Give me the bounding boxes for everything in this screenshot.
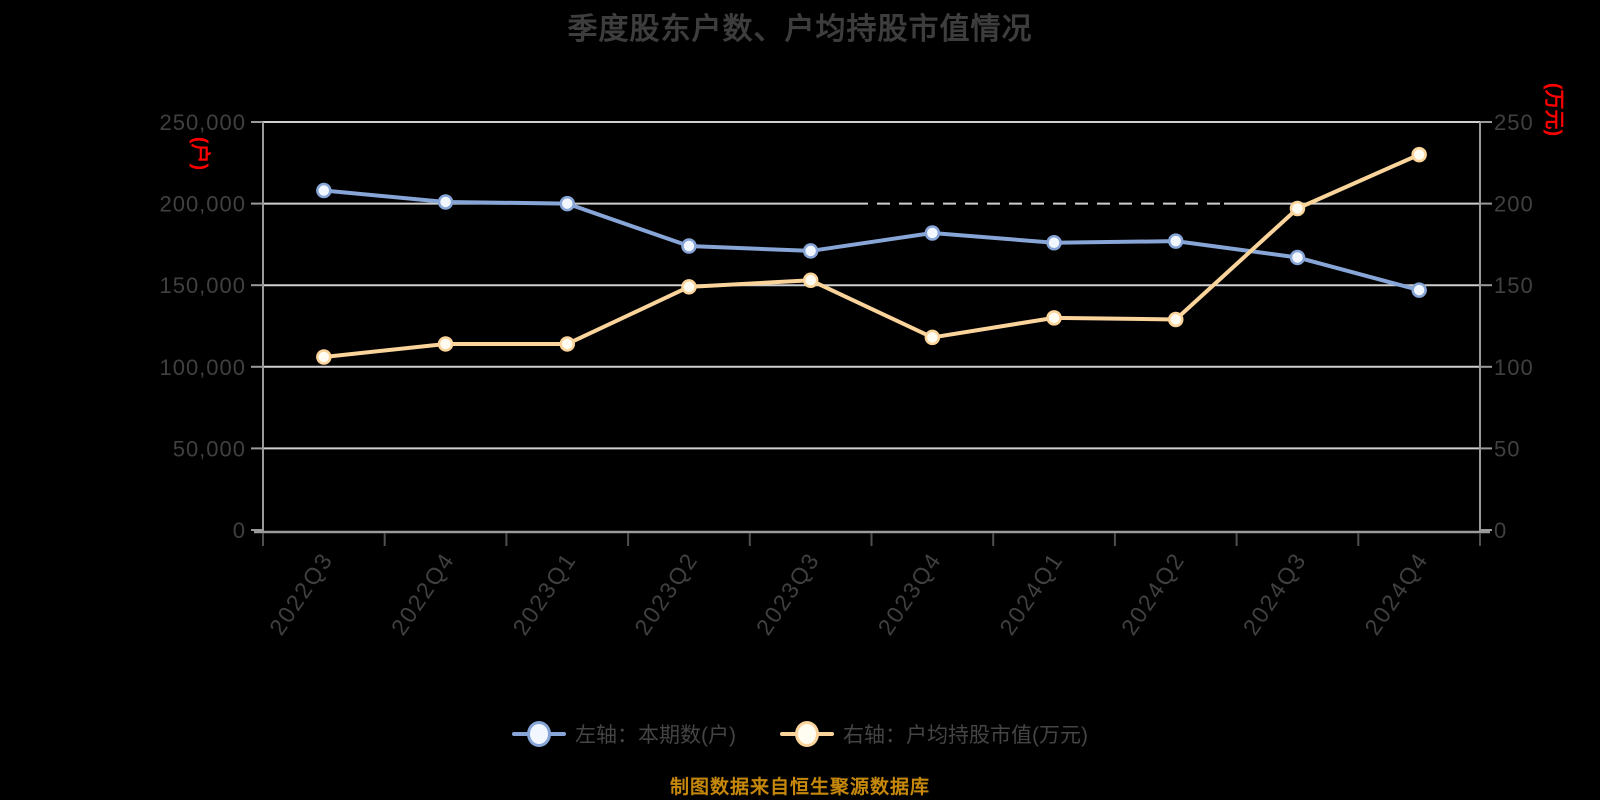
left-axis-tick-label: 50,000: [173, 436, 246, 461]
right-axis-tick-label: 150: [1494, 273, 1534, 298]
x-axis-tick-label: 2023Q3: [751, 547, 825, 639]
data-point-marker[interactable]: [437, 336, 454, 352]
line-circle-marker-icon: [780, 721, 834, 747]
data-point-marker[interactable]: [316, 182, 332, 199]
right-axis-tick-label: 50: [1494, 436, 1520, 461]
data-point-marker[interactable]: [437, 194, 454, 210]
data-point-marker[interactable]: [1289, 249, 1306, 266]
data-point-marker[interactable]: [1168, 311, 1184, 328]
data-point-marker[interactable]: [316, 349, 332, 365]
right-axis-tick-label: 100: [1494, 355, 1534, 380]
data-point-marker[interactable]: [802, 243, 819, 259]
data-point-marker[interactable]: [1168, 233, 1184, 249]
data-point-marker[interactable]: [559, 195, 575, 212]
legend-label: 左轴：本期数(户): [575, 724, 736, 747]
data-point-marker[interactable]: [1411, 146, 1427, 163]
x-axis-tick-label: 2023Q4: [872, 547, 946, 639]
left-axis-tick-label: 150,000: [159, 273, 246, 298]
x-axis-tick-label: 2022Q4: [386, 547, 460, 639]
chart-title: 季度股东户数、户均持股市值情况: [567, 13, 1033, 46]
data-point-marker[interactable]: [1289, 200, 1306, 217]
legend-item-shareholder-count[interactable]: 左轴：本期数(户): [512, 719, 736, 749]
data-point-marker[interactable]: [559, 336, 575, 352]
data-point-marker[interactable]: [802, 272, 819, 289]
x-axis-tick-label: 2024Q2: [1116, 547, 1190, 639]
left-axis-tick-label: 0: [233, 518, 246, 543]
x-axis-tick-label: 2023Q2: [629, 547, 703, 639]
data-point-marker[interactable]: [681, 279, 697, 295]
right-axis-tick-label: 0: [1494, 518, 1507, 543]
series-line-shareholder-count: [321, 188, 1422, 293]
data-point-marker[interactable]: [1411, 282, 1427, 298]
x-axis-tick-label: 2024Q4: [1359, 547, 1433, 639]
left-axis-tick-label: 250,000: [159, 110, 246, 135]
x-axis-tick-label: 2022Q3: [264, 547, 338, 639]
data-point-marker[interactable]: [1046, 310, 1062, 326]
right-axis-tick-label: 250: [1494, 110, 1534, 135]
legend-item-avg-market-value[interactable]: 右轴：户均持股市值(万元): [780, 719, 1088, 749]
data-point-marker[interactable]: [681, 238, 697, 254]
data-point-marker[interactable]: [1046, 235, 1062, 251]
right-axis-tick-label: 200: [1494, 192, 1534, 217]
data-point-marker[interactable]: [924, 329, 941, 346]
data-source-note: 制图数据来自恒生聚源数据库: [669, 777, 930, 798]
x-axis-tick-label: 2023Q1: [507, 547, 581, 639]
x-axis-tick-label: 2024Q1: [994, 547, 1068, 639]
left-axis-tick-label: 200,000: [159, 192, 246, 217]
legend-label: 右轴：户均持股市值(万元): [843, 724, 1088, 747]
series-line-avg-market-value: [321, 152, 1422, 360]
chart-legend: 左轴：本期数(户) 右轴：户均持股市值(万元): [0, 716, 1600, 752]
line-circle-marker-icon: [512, 721, 566, 747]
x-axis-tick-label: 2024Q3: [1238, 547, 1312, 639]
left-axis-tick-label: 100,000: [159, 355, 246, 380]
data-point-marker[interactable]: [924, 225, 941, 241]
